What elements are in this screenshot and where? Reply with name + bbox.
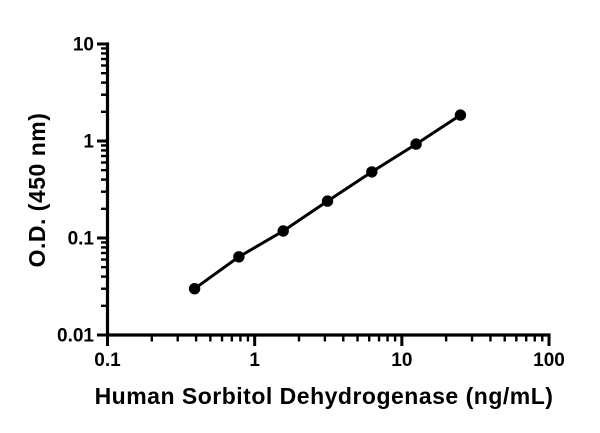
data-point xyxy=(410,138,422,150)
x-axis-ticks xyxy=(106,335,551,346)
data-point xyxy=(366,166,378,178)
data-point xyxy=(321,195,334,207)
y-tick-label: 1 xyxy=(83,132,94,153)
axis-spines xyxy=(105,42,551,337)
x-tick-label: 0.1 xyxy=(94,350,121,371)
x-axis-title: Human Sorbitol Dehydrogenase (ng/mL) xyxy=(95,383,554,409)
data-point xyxy=(454,109,467,121)
data-point xyxy=(233,251,245,263)
x-tick-label: 10 xyxy=(391,350,412,371)
y-axis-tick-labels: 0.01 0.1 1 10 xyxy=(57,35,94,347)
x-axis-tick-labels: 0.1 1 10 100 xyxy=(94,350,565,371)
y-axis-title: O.D. (450 nm) xyxy=(24,113,50,268)
data-points xyxy=(188,109,467,295)
y-tick-label: 0.1 xyxy=(68,229,95,250)
y-tick-label: 10 xyxy=(73,35,94,56)
x-tick-label: 1 xyxy=(249,350,260,371)
data-point xyxy=(188,283,201,295)
y-tick-label: 0.01 xyxy=(57,326,94,347)
data-point xyxy=(277,225,289,237)
y-axis-ticks xyxy=(97,42,108,337)
x-tick-label: 100 xyxy=(533,350,565,371)
